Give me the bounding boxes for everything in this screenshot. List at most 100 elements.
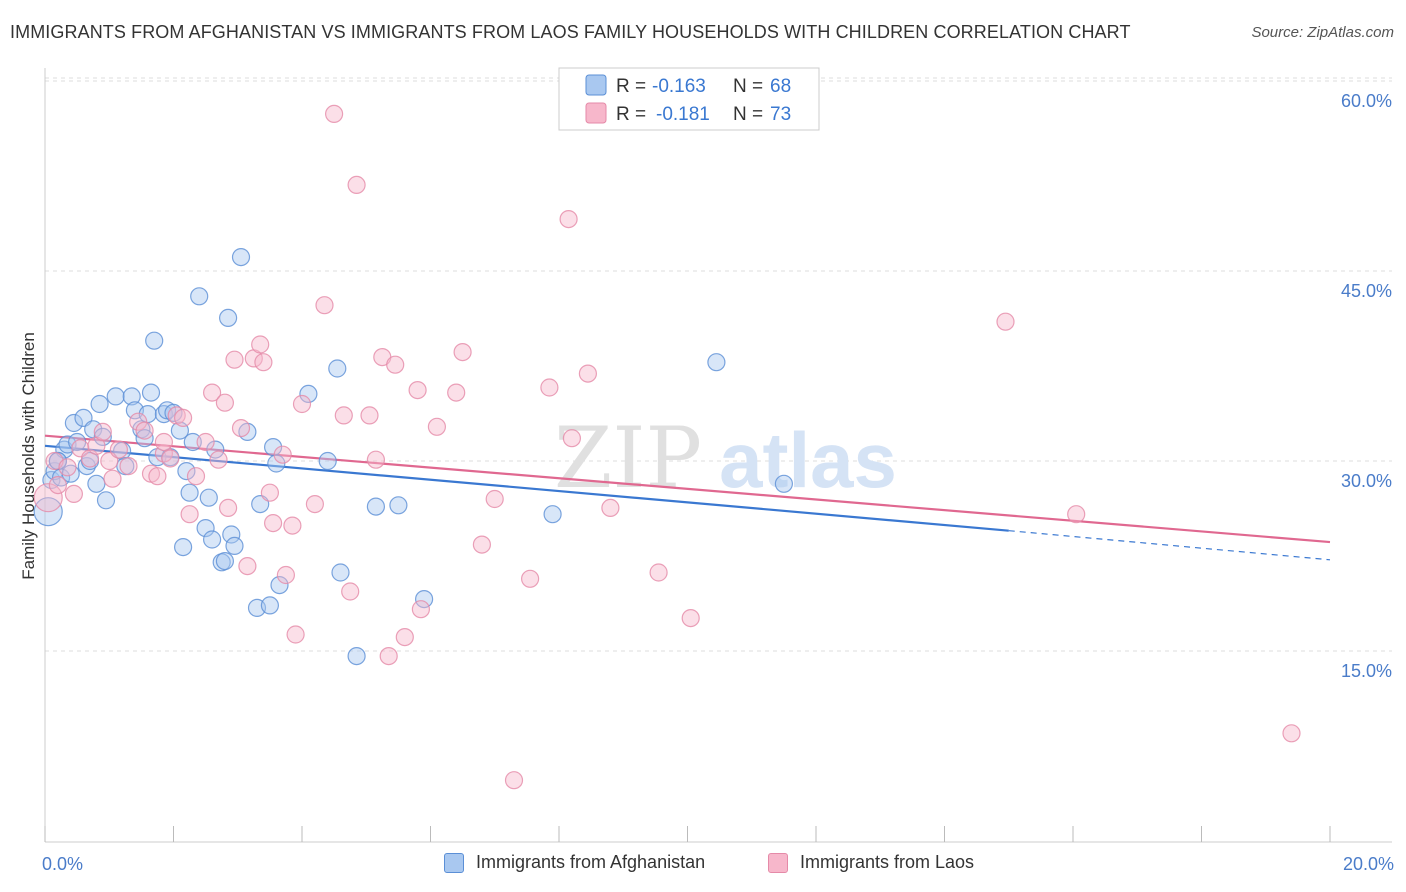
legend-top: R = -0.163 N = 68 R = -0.181 N = 73 [558, 67, 820, 131]
point-laos-64 [562, 429, 582, 448]
point-laos-30 [238, 556, 257, 576]
point-afghanistan-8 [64, 413, 84, 433]
point-laos-27 [219, 498, 238, 517]
x-tick-label-1: 20.0% [1343, 854, 1394, 874]
point-laos-53 [408, 381, 427, 400]
legend-swatch-afghanistan [585, 74, 607, 96]
legend-item-afghanistan: Immigrants from Afghanistan [444, 852, 705, 873]
point-laos-34 [260, 483, 279, 502]
point-laos-46 [347, 175, 366, 194]
point-laos-33 [254, 353, 273, 372]
point-laos-13 [129, 412, 148, 431]
point-afghanistan-26 [141, 383, 161, 402]
legend-r-label-laos: R = [616, 104, 646, 125]
legend-label-laos: Immigrants from Laos [800, 852, 975, 872]
point-laos-47 [360, 406, 379, 425]
point-laos-69 [996, 312, 1015, 331]
point-laos-37 [276, 565, 295, 585]
point-afghanistan-15 [90, 394, 109, 414]
point-afghanistan-56 [299, 384, 318, 403]
point-laos-57 [453, 343, 472, 362]
legend-n-label-laos: N = [733, 104, 763, 125]
point-laos-8 [93, 422, 112, 441]
legend-n-value-laos: 73 [770, 104, 791, 125]
point-laos-43 [325, 104, 344, 124]
point-afghanistan-24 [135, 429, 154, 448]
point-afghanistan-17 [96, 491, 116, 510]
point-afghanistan-48 [231, 248, 251, 267]
point-afghanistan-37 [183, 432, 202, 452]
trend-line-afghanistan [44, 444, 1009, 532]
point-afghanistan-64 [543, 505, 562, 524]
point-laos-38 [283, 516, 302, 535]
point-laos-12 [119, 457, 138, 476]
point-laos-51 [386, 355, 405, 374]
legend-swatch-laos [585, 102, 607, 124]
point-laos-32 [251, 335, 270, 354]
point-laos-59 [485, 489, 504, 509]
point-afghanistan-55 [270, 575, 289, 595]
point-laos-40 [292, 394, 312, 414]
point-afghanistan-60 [347, 646, 366, 666]
point-laos-0 [33, 483, 63, 513]
point-laos-11 [109, 440, 129, 459]
point-afghanistan-45 [219, 308, 238, 327]
point-laos-61 [520, 569, 540, 588]
point-laos-48 [366, 450, 385, 469]
legend-r-value-afghanistan: -0.163 [652, 76, 706, 97]
point-laos-55 [427, 417, 446, 436]
point-afghanistan-41 [203, 530, 222, 549]
point-afghanistan-38 [190, 287, 209, 306]
point-afghanistan-21 [122, 387, 141, 406]
point-laos-45 [341, 582, 360, 601]
point-laos-4 [64, 484, 84, 503]
point-laos-29 [231, 419, 251, 438]
point-afghanistan-65 [707, 353, 726, 372]
legend-swatch-laos-bottom [768, 852, 788, 873]
point-laos-68 [681, 608, 700, 628]
point-laos-62 [540, 378, 559, 397]
watermark: ZIP atlas [554, 409, 897, 507]
point-afghanistan-40 [199, 488, 218, 507]
y-tick-label-0: 15.0% [1341, 661, 1392, 681]
point-afghanistan-62 [389, 496, 408, 515]
point-laos-66 [601, 498, 620, 517]
point-afghanistan-57 [318, 451, 337, 471]
y-tick-label-1: 30.0% [1341, 471, 1392, 491]
point-laos-3 [58, 458, 77, 477]
point-laos-2 [48, 476, 68, 495]
point-afghanistan-44 [215, 551, 234, 571]
trend-line-afghanistan-extension [1008, 530, 1331, 561]
point-laos-36 [273, 445, 292, 464]
point-laos-42 [315, 296, 334, 315]
point-afghanistan-52 [260, 596, 279, 615]
legend-label-afghanistan: Immigrants from Afghanistan [476, 852, 706, 872]
source-credit: Source: ZipAtlas.com [1251, 24, 1394, 41]
point-laos-24 [203, 383, 222, 402]
point-afghanistan-63 [415, 589, 434, 609]
point-laos-10 [103, 469, 122, 488]
legend-n-label-afghanistan: N = [733, 76, 763, 97]
point-afghanistan-14 [87, 474, 106, 493]
point-laos-54 [411, 600, 430, 619]
legend-r-value-laos: -0.181 [656, 104, 710, 125]
legend-swatch-afghanistan-bottom [444, 852, 464, 873]
point-afghanistan-61 [366, 497, 385, 516]
y-tick-label-2: 45.0% [1341, 281, 1392, 301]
point-laos-70 [1067, 505, 1086, 524]
point-laos-26 [215, 393, 234, 412]
chart-title: IMMIGRANTS FROM AFGHANISTAN VS IMMIGRANT… [10, 22, 1131, 42]
point-laos-65 [578, 364, 598, 383]
point-afghanistan-18 [106, 387, 125, 406]
point-laos-20 [174, 408, 193, 427]
point-laos-22 [186, 467, 206, 486]
point-laos-16 [148, 467, 167, 486]
axes [44, 68, 1392, 843]
point-laos-21 [180, 505, 199, 524]
point-afghanistan-59 [331, 563, 350, 582]
point-laos-60 [504, 771, 524, 790]
point-afghanistan-66 [774, 474, 794, 493]
tick-labels: 15.0% 30.0% 45.0% 60.0% 0.0% 20.0% [42, 91, 1394, 874]
legend-bottom: Immigrants from Afghanistan Immigrants f… [0, 852, 1406, 878]
